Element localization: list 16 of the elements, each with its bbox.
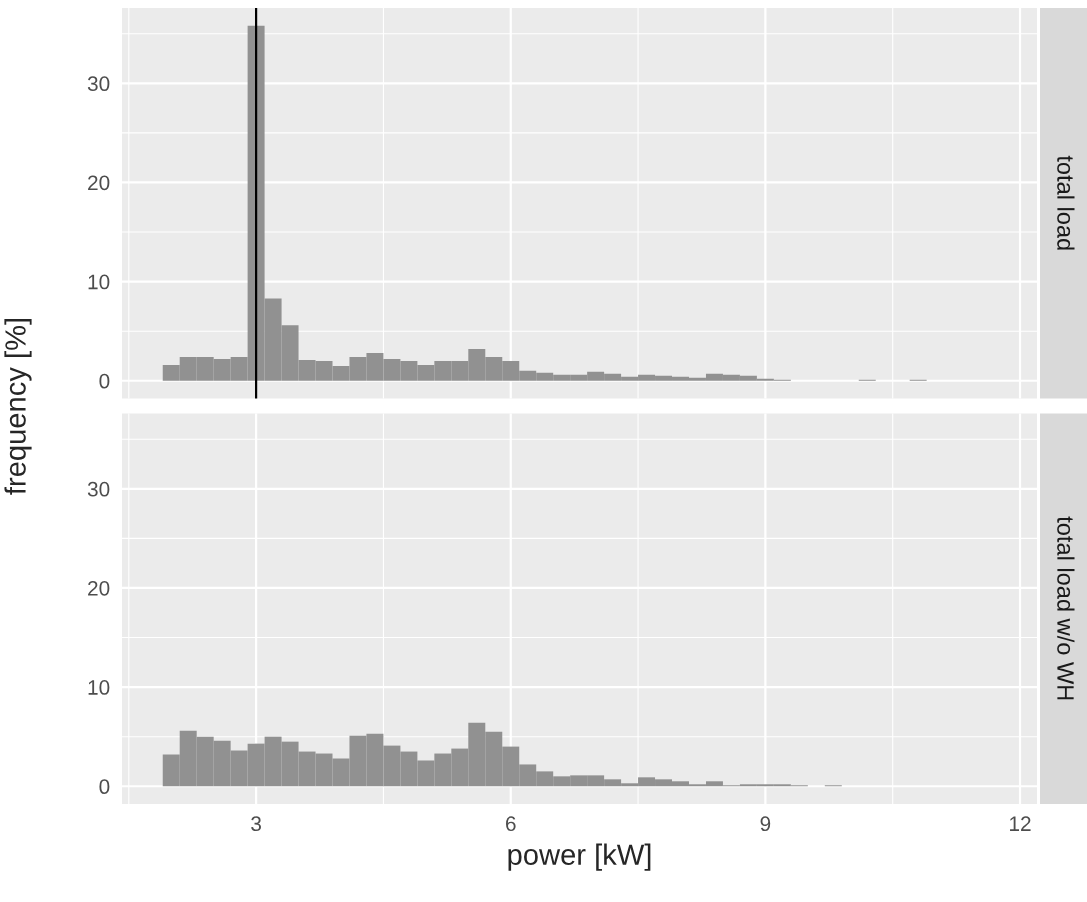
y-tick-label: 30 bbox=[87, 481, 110, 497]
y-tick-label: 10 bbox=[88, 274, 110, 290]
x-tick-label: 12 bbox=[1010, 816, 1031, 831]
y-tick-label: 0 bbox=[99, 373, 110, 389]
y-tick-label: 30 bbox=[87, 76, 110, 92]
y-tick-label: 20 bbox=[88, 580, 110, 596]
x-axis-title: power [kW] bbox=[508, 843, 651, 871]
x-tick-label: 9 bbox=[760, 816, 771, 832]
y-tick-label: 0 bbox=[99, 779, 110, 795]
text: total load w/o WH bbox=[1057, 516, 1075, 700]
x-tick-label: 3 bbox=[251, 816, 261, 832]
text: total load bbox=[1057, 155, 1075, 250]
x-tick-label: 6 bbox=[506, 816, 516, 832]
y-tick-label: 10 bbox=[88, 680, 110, 695]
y-tick-label: 20 bbox=[88, 175, 110, 191]
y-axis-title: frequency [%] bbox=[4, 318, 32, 495]
